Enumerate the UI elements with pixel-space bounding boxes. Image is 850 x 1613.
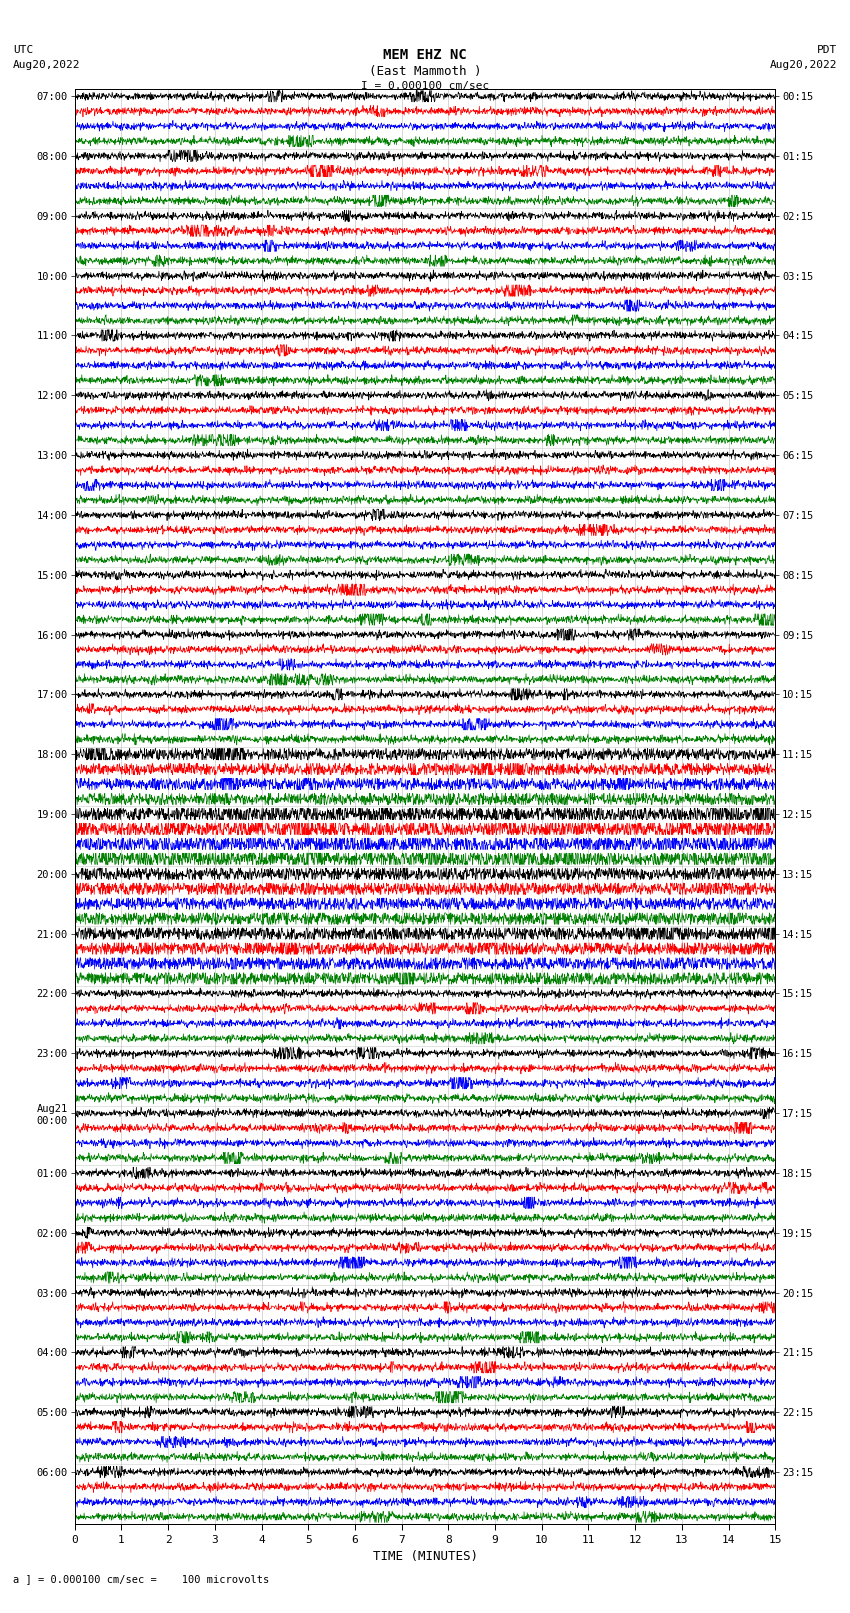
- Text: I = 0.000100 cm/sec: I = 0.000100 cm/sec: [361, 81, 489, 90]
- X-axis label: TIME (MINUTES): TIME (MINUTES): [372, 1550, 478, 1563]
- Text: a ] = 0.000100 cm/sec =    100 microvolts: a ] = 0.000100 cm/sec = 100 microvolts: [13, 1574, 269, 1584]
- Text: UTC: UTC: [13, 45, 33, 55]
- Text: MEM EHZ NC: MEM EHZ NC: [383, 48, 467, 63]
- Text: (East Mammoth ): (East Mammoth ): [369, 65, 481, 77]
- Text: PDT: PDT: [817, 45, 837, 55]
- Text: Aug20,2022: Aug20,2022: [13, 60, 80, 69]
- Text: Aug20,2022: Aug20,2022: [770, 60, 837, 69]
